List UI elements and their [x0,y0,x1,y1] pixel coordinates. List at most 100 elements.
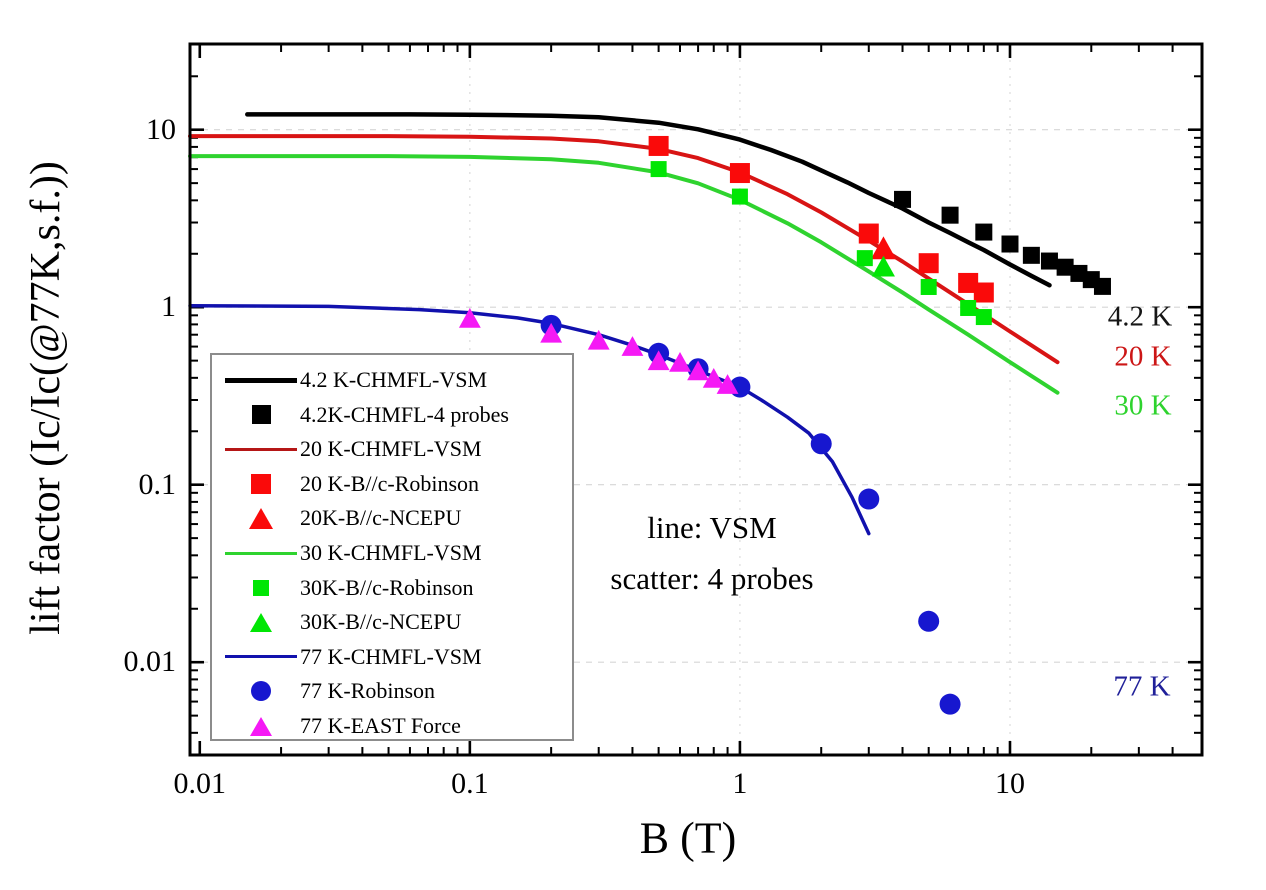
legend-line-sample [225,447,297,451]
legend-item-label: 20 K-B//c-Robinson [300,470,480,496]
marker-square-4-2k-chmfl-4-probes [1001,235,1019,253]
marker-square-30k-b-c-robinson [731,188,748,205]
marker-square-20-k-b-c-robinson [973,282,994,303]
marker-square-4-2k-chmfl-4-probes [975,223,993,241]
marker-square-30k-b-c-robinson [960,299,977,316]
marker-triangle-30k-b-c-ncepu [871,255,895,277]
curve-label-77k: 77 K [1113,670,1171,703]
marker-square-30k-b-c-robinson [975,309,992,326]
marker-square-4-2k-chmfl-4-probes [1040,252,1058,270]
legend-line-swatch-4-2k-vsm [222,377,300,383]
plot-frame [188,42,1204,757]
marker-triangle-77-k-east-force [540,322,563,343]
y-tick-label-0-01: 0.01 [123,645,177,679]
x-tick-label-1: 1 [732,767,748,800]
legend-item-label: 20 K-CHMFL-VSM [300,436,482,462]
marker-triangle-20k-b-c-ncepu [870,236,897,260]
marker-circle-77-k-robinson [858,488,880,510]
marker-square-20-k-b-c-robinson [858,223,879,244]
curve-label-20k: 20 K [1114,340,1172,373]
legend-triangle-marker [249,507,273,529]
legend-row: 30K-B//c-NCEPU [222,605,568,639]
legend-triangle-marker [250,716,272,736]
legend-triangle-swatch-77k-east [222,716,300,736]
marker-square-4-2k-chmfl-4-probes [1093,277,1111,295]
legend-item-label: 30 K-CHMFL-VSM [300,540,482,565]
series-line-20-k-chmfl-vsm [188,134,1060,365]
legend-item-label: 77 K-CHMFL-VSM [300,643,482,669]
series-line-30-k-chmfl-vsm [188,154,1060,395]
legend-row: 30K-B//c-Robinson [222,571,568,605]
y-tick-label-1: 1 [161,290,176,324]
legend-row: 30 K-CHMFL-VSM [222,536,568,570]
marker-triangle-77-k-east-force [458,307,481,328]
legend-item-label: 20K-B//c-NCEPU [300,505,462,531]
marker-triangle-77-k-east-force [669,352,691,372]
marker-square-4-2k-chmfl-4-probes [894,190,912,208]
legend-line-swatch-77k-vsm [222,655,300,659]
legend-circle-marker [251,681,271,702]
annotation-scatter-4-probes: scatter: 4 probes [610,561,814,596]
legend-line-swatch-30k-vsm [222,551,300,555]
x-tick-label-0-1: 0.1 [451,767,489,800]
marker-triangle-77-k-east-force [716,374,739,394]
legend-row: 77 K-CHMFL-VSM [222,640,568,674]
marker-square-4-2k-chmfl-4-probes [1022,246,1040,264]
legend-triangle-marker [250,612,272,632]
legend-item-label: 4.2K-CHMFL-4 probes [300,401,509,427]
marker-square-20-k-b-c-robinson [958,272,979,293]
y-tick-label-10: 10 [146,112,176,146]
legend-square-marker [251,405,271,425]
legend-row: 77 K-Robinson [222,674,568,708]
legend-line-sample [225,551,297,555]
marker-circle-77-k-robinson [918,610,940,632]
legend-item-label: 30K-B//c-NCEPU [300,609,462,635]
marker-triangle-77-k-east-force [702,368,725,388]
legend-row: 4.2K-CHMFL-4 probes [222,398,568,432]
legend-circle-swatch-77k-robinson [222,681,300,702]
legend-line-sample [225,655,297,659]
marker-square-20-k-b-c-robinson [918,253,939,274]
y-tick-label-0-1: 0.1 [138,467,177,501]
annotation-line-vsm: line: VSM [647,510,777,545]
legend-item-label: 30K-B//c-Robinson [300,574,474,600]
marker-triangle-77-k-east-force [687,360,710,381]
legend-box: 4.2 K-CHMFL-VSM 4.2K-CHMFL-4 probes 20 K… [210,353,574,741]
marker-circle-77-k-robinson [810,433,832,455]
y-axis-title: lift factor (Ic/Ic(@77K,s.f.)) [23,161,69,635]
marker-circle-77-k-robinson [939,693,961,715]
legend-row: 20 K-B//c-Robinson [222,467,568,501]
legend-square-swatch-30k-robinson [222,579,300,596]
marker-triangle-77-k-east-force [621,336,644,356]
curve-label-4-2k: 4.2 K [1107,300,1173,333]
series-line-4-2-k-chmfl-vsm [245,112,1052,288]
x-tick-label-0-01: 0.01 [173,767,227,800]
legend-square-marker [253,579,269,596]
marker-triangle-77-k-east-force [587,329,610,350]
marker-square-20-k-b-c-robinson [729,163,750,184]
marker-square-30k-b-c-robinson [650,161,667,178]
legend-row: 20K-B//c-NCEPU [222,501,568,535]
marker-square-30k-b-c-robinson [920,278,937,295]
legend-triangle-swatch-30k-ncepu [222,612,300,632]
legend-row: 77 K-EAST Force [222,709,568,743]
legend-row: 20 K-CHMFL-VSM [222,432,568,466]
x-axis-title: B (T) [639,813,737,863]
annotation: line: VSM scatter: 4 probes [610,502,813,604]
marker-square-4-2k-chmfl-4-probes [1056,258,1074,276]
legend-row: 4.2 K-CHMFL-VSM [222,363,568,397]
legend-item-label: 4.2 K-CHMFL-VSM [300,367,488,392]
legend-line-swatch-20k-vsm [222,447,300,451]
x-tick-label-10: 10 [994,767,1025,800]
legend-square-marker [251,473,271,494]
legend-item-label: 77 K-Robinson [300,678,436,704]
legend-square-swatch-20k-robinson [222,473,300,494]
curve-label-30k: 30 K [1114,389,1172,422]
legend-triangle-swatch-20k-ncepu [222,507,300,529]
marker-square-30k-b-c-robinson [856,250,873,267]
marker-square-20-k-b-c-robinson [648,135,669,156]
marker-triangle-77-k-east-force [647,350,670,371]
legend-line-sample [225,377,297,383]
